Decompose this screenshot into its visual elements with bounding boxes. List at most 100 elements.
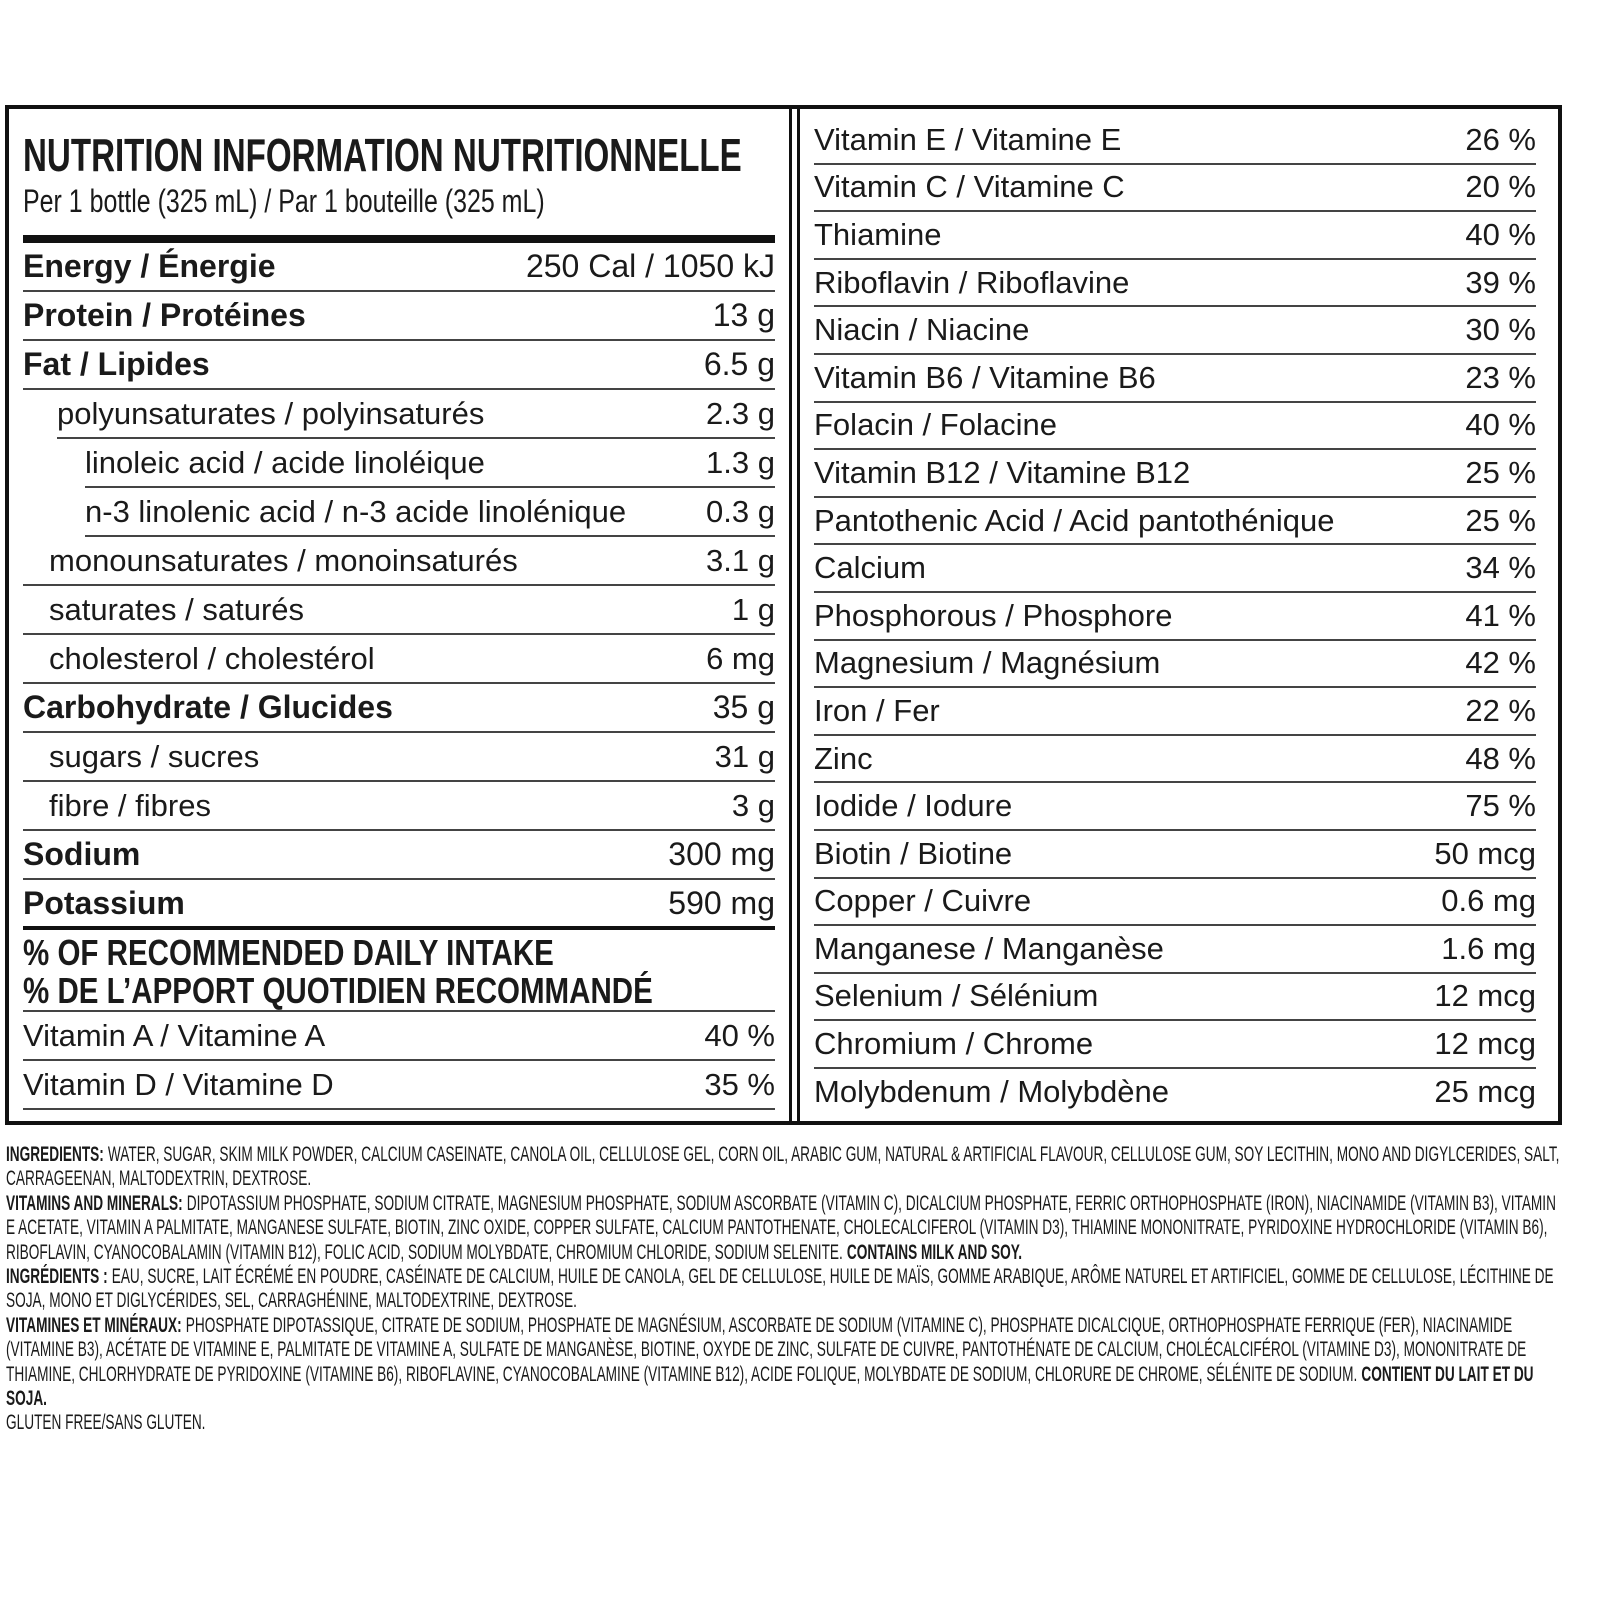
nutrient-amount: 1.3 g	[706, 444, 775, 480]
nutrient-label: Pantothenic Acid / Acid pantothénique	[814, 502, 1335, 538]
nutrient-label: Vitamin B12 / Vitamine B12	[814, 454, 1191, 490]
nutrient-amount: 12 mcg	[1434, 1026, 1536, 1062]
daily-intake-list: Vitamin A / Vitamine A 40 % Vitamin D / Vi…	[23, 1012, 775, 1110]
nutrient-amount: 6.5 g	[703, 346, 775, 382]
nutrient-amount: 31 g	[714, 738, 775, 774]
nutrient-label: sugars / sucres	[49, 738, 260, 774]
nutrient-label: Manganese / Manganèse	[814, 930, 1164, 966]
nutrient-amount: 250 Cal / 1050 kJ	[525, 248, 775, 284]
title-line: NUTRITION INFORMATION NUTRITIONNELLE	[23, 129, 775, 181]
nutrient-row: Magnesium / Magnésium 42 %	[814, 641, 1536, 689]
nutrient-amount: 13 g	[712, 297, 775, 333]
nutrient-row: Manganese / Manganèse 1.6 mg	[814, 926, 1536, 974]
nutrient-label: Potassium	[23, 884, 185, 921]
nutrient-amount: 42 %	[1465, 645, 1536, 681]
nutrient-row: Vitamin B6 / Vitamine B6 23 %	[814, 355, 1536, 403]
nutrient-row: Phosphorous / Phosphore 41 %	[814, 593, 1536, 641]
ingredient-heading: INGREDIENTS:	[6, 1143, 104, 1166]
nutrient-row: Pantothenic Acid / Acid pantothénique 25 …	[814, 498, 1536, 546]
nutrient-label: Vitamin B6 / Vitamine B6	[814, 359, 1156, 395]
allergen-statement: CONTIENT DU LAIT ET DU SOJA.	[6, 1362, 1534, 1411]
nutrient-amount: 1.6 mg	[1441, 930, 1536, 966]
nutrient-amount: 22 %	[1465, 692, 1536, 728]
ingredient-paragraph: INGRÉDIENTS : EAU, SUCRE, LAIT ÉCRÉMÉ EN …	[6, 1265, 1560, 1314]
nutrient-row: Vitamin C / Vitamine C 20 %	[814, 165, 1536, 213]
nutrition-panel: NUTRITION INFORMATION NUTRITIONNELLE Per…	[5, 105, 1562, 1125]
nutrient-label: Selenium / Sélénium	[814, 978, 1099, 1014]
nutrient-row: Sodium 300 mg	[23, 831, 775, 880]
ingredient-text: DIPOTASSIUM PHOSPHATE, SODIUM CITRATE, M…	[6, 1191, 1556, 1264]
nutrient-row: Thiamine 40 %	[814, 212, 1536, 260]
heading-line: % OF RECOMMENDED DAILY INTAKE	[23, 932, 554, 973]
ingredient-text: GLUTEN FREE/SANS GLUTEN.	[6, 1411, 206, 1435]
daily-intake-heading: % OF RECOMMENDED DAILY INTAKE % DE L’APP…	[23, 930, 775, 1012]
nutrient-row: Vitamin D / Vitamine D 35 %	[23, 1061, 775, 1110]
nutrient-list: Energy / Énergie 250 Cal / 1050 kJ Protein…	[23, 243, 775, 930]
nutrient-row: Riboflavin / Riboflavine 39 %	[814, 260, 1536, 308]
nutrient-row: saturates / saturés 1 g	[23, 586, 775, 635]
nutrient-row: fibre / fibres 3 g	[23, 782, 775, 831]
nutrient-amount: 35 %	[704, 1066, 775, 1102]
left-column: NUTRITION INFORMATION NUTRITIONNELLE Per…	[9, 109, 792, 1121]
nutrient-row: n-3 linolenic acid / n-3 acide linoléniq…	[85, 488, 775, 537]
nutrient-label: Copper / Cuivre	[814, 883, 1032, 919]
nutrient-label: Biotin / Biotine	[814, 835, 1013, 871]
nutrient-amount: 25 mcg	[1434, 1073, 1536, 1109]
nutrient-label: Vitamin E / Vitamine E	[814, 121, 1122, 157]
nutrient-row: Vitamin A / Vitamine A 40 %	[23, 1012, 775, 1061]
nutrient-label: cholesterol / cholestérol	[49, 640, 375, 676]
nutrient-label: monounsaturates / monoinsaturés	[49, 542, 518, 578]
nutrient-row: Biotin / Biotine 50 mcg	[814, 831, 1536, 879]
ingredient-text: WATER, SUGAR, SKIM MILK POWDER, CALCIUM …	[6, 1143, 1560, 1191]
nutrient-amount: 26 %	[1465, 121, 1536, 157]
nutrient-row: polyunsaturates / polyinsaturés 2.3 g	[57, 390, 775, 439]
nutrient-amount: 25 %	[1465, 502, 1536, 538]
nutrient-label: Niacin / Niacine	[814, 312, 1030, 348]
nutrient-row: Molybdenum / Molybdène 25 mcg	[814, 1069, 1536, 1115]
nutrient-label: linoleic acid / acide linoléique	[85, 444, 485, 480]
ingredient-heading: VITAMINS AND MINERALS:	[6, 1191, 183, 1215]
ingredient-text: EAU, SUCRE, LAIT ÉCRÉMÉ EN POUDRE, CASÉI…	[6, 1265, 1554, 1313]
nutrient-row: Folacin / Folacine 40 %	[814, 403, 1536, 451]
nutrient-row: Energy / Énergie 250 Cal / 1050 kJ	[23, 243, 775, 292]
nutrient-label: Phosphorous / Phosphore	[814, 597, 1173, 633]
nutrient-label: Chromium / Chrome	[814, 1026, 1094, 1062]
nutrient-row: Vitamin E / Vitamine E 26 %	[814, 117, 1536, 165]
thick-rule	[23, 235, 775, 243]
nutrient-amount: 2.3 g	[706, 395, 775, 431]
nutrient-row: Copper / Cuivre 0.6 mg	[814, 879, 1536, 927]
nutrient-label: Iron / Fer	[814, 692, 940, 728]
serving-size: Per 1 bottle (325 mL) / Par 1 bouteille …	[23, 183, 545, 219]
ingredients: INGREDIENTS: WATER, SUGAR, SKIM MILK POWD…	[6, 1143, 1560, 1436]
nutrient-label: Protein / Protéines	[23, 297, 306, 333]
ingredient-paragraph: VITAMINES ET MINÉRAUX: PHOSPHATE DIPOTASS…	[6, 1314, 1560, 1412]
nutrient-amount: 6 mg	[706, 640, 775, 676]
nutrient-label: Vitamin D / Vitamine D	[23, 1066, 334, 1102]
nutrient-row: Protein / Protéines 13 g	[23, 292, 775, 341]
ingredient-paragraph: VITAMINS AND MINERALS: DIPOTASSIUM PHOSPH…	[6, 1192, 1560, 1265]
nutrient-amount: 3.1 g	[706, 542, 775, 578]
ingredients-section: INGREDIENTS: WATER, SUGAR, SKIM MILK POWD…	[6, 1143, 1561, 1473]
nutrient-row: Niacin / Niacine 30 %	[814, 307, 1536, 355]
nutrient-row: Potassium 590 mg	[23, 880, 775, 930]
nutrient-amount: 34 %	[1465, 550, 1536, 586]
nutrient-label: fibre / fibres	[49, 787, 211, 823]
nutrient-amount: 39 %	[1465, 264, 1536, 300]
serving-line: Per 1 bottle (325 mL) / Par 1 bouteille …	[23, 181, 775, 221]
nutrient-label: Magnesium / Magnésium	[814, 645, 1161, 681]
nutrient-row: Iron / Fer 22 %	[814, 688, 1536, 736]
ingredient-paragraph: GLUTEN FREE/SANS GLUTEN.	[6, 1411, 1560, 1435]
nutrient-amount: 20 %	[1465, 169, 1536, 205]
nutrient-label: Thiamine	[814, 216, 942, 252]
nutrient-row: monounsaturates / monoinsaturés 3.1 g	[23, 537, 775, 586]
nutrient-row: Calcium 34 %	[814, 545, 1536, 593]
nutrient-amount: 23 %	[1465, 359, 1536, 395]
nutrient-label: Sodium	[23, 836, 141, 872]
ingredient-text: PHOSPHATE DIPOTASSIQUE, CITRATE DE SODIU…	[6, 1313, 1527, 1386]
nutrient-label: Vitamin A / Vitamine A	[23, 1017, 326, 1053]
nutrient-row: Chromium / Chrome 12 mcg	[814, 1021, 1536, 1069]
nutrient-amount: 50 mcg	[1434, 835, 1536, 871]
nutrient-amount: 1 g	[731, 591, 775, 627]
nutrient-row: cholesterol / cholestérol 6 mg	[23, 635, 775, 684]
